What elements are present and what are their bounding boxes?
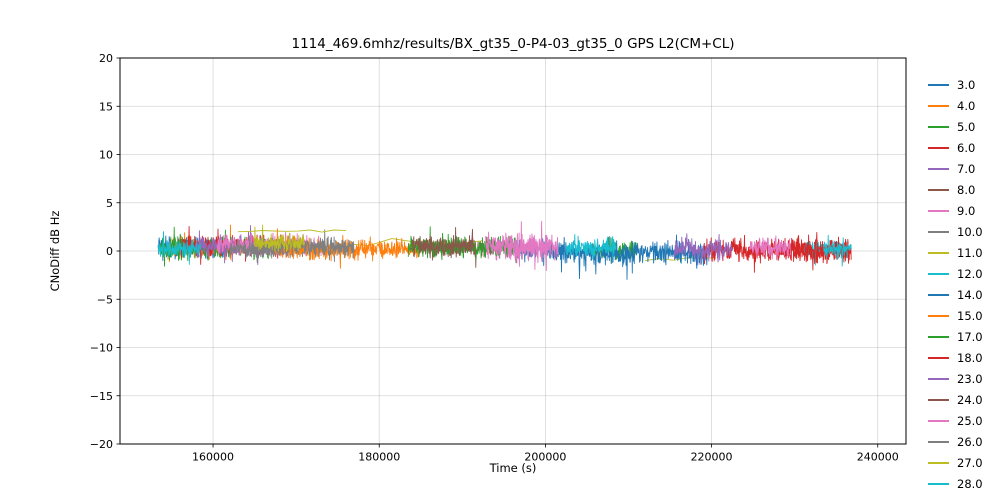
legend-label: 8.0 (957, 182, 976, 197)
legend-line-sample (928, 272, 949, 275)
legend-line-sample (928, 125, 949, 128)
legend-item: 18.0 (928, 347, 983, 368)
legend-item: 23.0 (928, 368, 983, 389)
legend-line-sample (928, 440, 949, 443)
legend-line-sample (928, 398, 949, 401)
legend-line-sample (928, 104, 949, 107)
legend-item: 24.0 (928, 389, 983, 410)
legend-line-sample (928, 83, 949, 86)
y-tick-label: 20 (99, 52, 113, 65)
legend-item: 10.0 (928, 221, 983, 242)
legend-line-sample (928, 377, 949, 380)
legend-item: 5.0 (928, 116, 983, 137)
y-tick-label: 15 (99, 100, 113, 113)
legend-label: 10.0 (957, 224, 983, 239)
series-trace (254, 224, 305, 252)
x-tick-label: 200000 (524, 451, 566, 464)
legend-label: 15.0 (957, 308, 983, 323)
y-tick-label: 10 (99, 149, 113, 162)
legend-label: 17.0 (957, 329, 983, 344)
legend-label: 7.0 (957, 161, 976, 176)
legend-line-sample (928, 251, 949, 254)
legend-label: 24.0 (957, 392, 983, 407)
legend-item: 6.0 (928, 137, 983, 158)
legend-item: 11.0 (928, 242, 983, 263)
legend-line-sample (928, 230, 949, 233)
legend-item: 26.0 (928, 431, 983, 452)
series-trace (485, 231, 559, 272)
series-trace (673, 233, 733, 266)
legend-line-sample (928, 482, 949, 485)
legend-line-sample (928, 209, 949, 212)
legend-item: 14.0 (928, 284, 983, 305)
series-trace (748, 235, 791, 260)
legend-label: 6.0 (957, 140, 976, 155)
legend-item: 9.0 (928, 200, 983, 221)
series-trace (549, 234, 708, 280)
x-tick-label: 240000 (857, 451, 899, 464)
legend-line-sample (928, 293, 949, 296)
chart-title: 1114_469.6mhz/results/BX_gt35_0-P4-03_gt… (291, 36, 735, 52)
y-tick-label: −10 (90, 342, 113, 355)
legend-item: 17.0 (928, 326, 983, 347)
legend-line-sample (928, 167, 949, 170)
y-tick-label: −20 (90, 438, 113, 451)
series-trace (237, 229, 347, 233)
legend-line-sample (928, 146, 949, 149)
y-tick-label: −5 (97, 293, 113, 306)
legend-item: 12.0 (928, 263, 983, 284)
legend-label: 9.0 (957, 203, 976, 218)
legend-line-sample (928, 188, 949, 191)
legend-label: 11.0 (957, 245, 983, 260)
legend-line-sample (928, 335, 949, 338)
legend-label: 14.0 (957, 287, 983, 302)
legend-item: 4.0 (928, 95, 983, 116)
y-tick-label: 0 (106, 245, 113, 258)
series-trace (274, 228, 420, 269)
legend-item: 25.0 (928, 410, 983, 431)
legend-label: 18.0 (957, 350, 983, 365)
legend-item: 15.0 (928, 305, 983, 326)
legend-label: 5.0 (957, 119, 976, 134)
legend-line-sample (928, 356, 949, 359)
x-axis-label: Time (s) (489, 461, 537, 475)
legend-line-sample (928, 314, 949, 317)
legend-line-sample (928, 419, 949, 422)
series-trace (249, 235, 355, 261)
legend-line-sample (928, 461, 949, 464)
y-tick-label: −15 (90, 390, 113, 403)
legend-label: 25.0 (957, 413, 983, 428)
series-trace (157, 231, 202, 265)
series-trace (410, 227, 476, 258)
legend-label: 4.0 (957, 98, 976, 113)
legend-label: 3.0 (957, 77, 976, 92)
axes-frame (119, 57, 907, 445)
legend-item: 3.0 (928, 74, 983, 95)
y-tick-label: 5 (106, 197, 113, 210)
legend-item: 27.0 (928, 452, 983, 473)
legend-label: 27.0 (957, 455, 983, 470)
series-trace (823, 237, 852, 267)
legend-label: 28.0 (957, 476, 983, 491)
legend-label: 23.0 (957, 371, 983, 386)
x-tick-label: 220000 (691, 451, 733, 464)
legend-label: 12.0 (957, 266, 983, 281)
legend: 3.0 4.0 5.0 6.0 7.0 8.0 9.0 10.0 11.0 12.0 14.0 15.… (928, 74, 983, 494)
x-tick-label: 160000 (192, 451, 234, 464)
series-trace (565, 234, 617, 260)
legend-item: 8.0 (928, 179, 983, 200)
legend-item: 28.0 (928, 473, 983, 494)
legend-label: 26.0 (957, 434, 983, 449)
legend-item: 7.0 (928, 158, 983, 179)
x-tick-label: 180000 (358, 451, 400, 464)
